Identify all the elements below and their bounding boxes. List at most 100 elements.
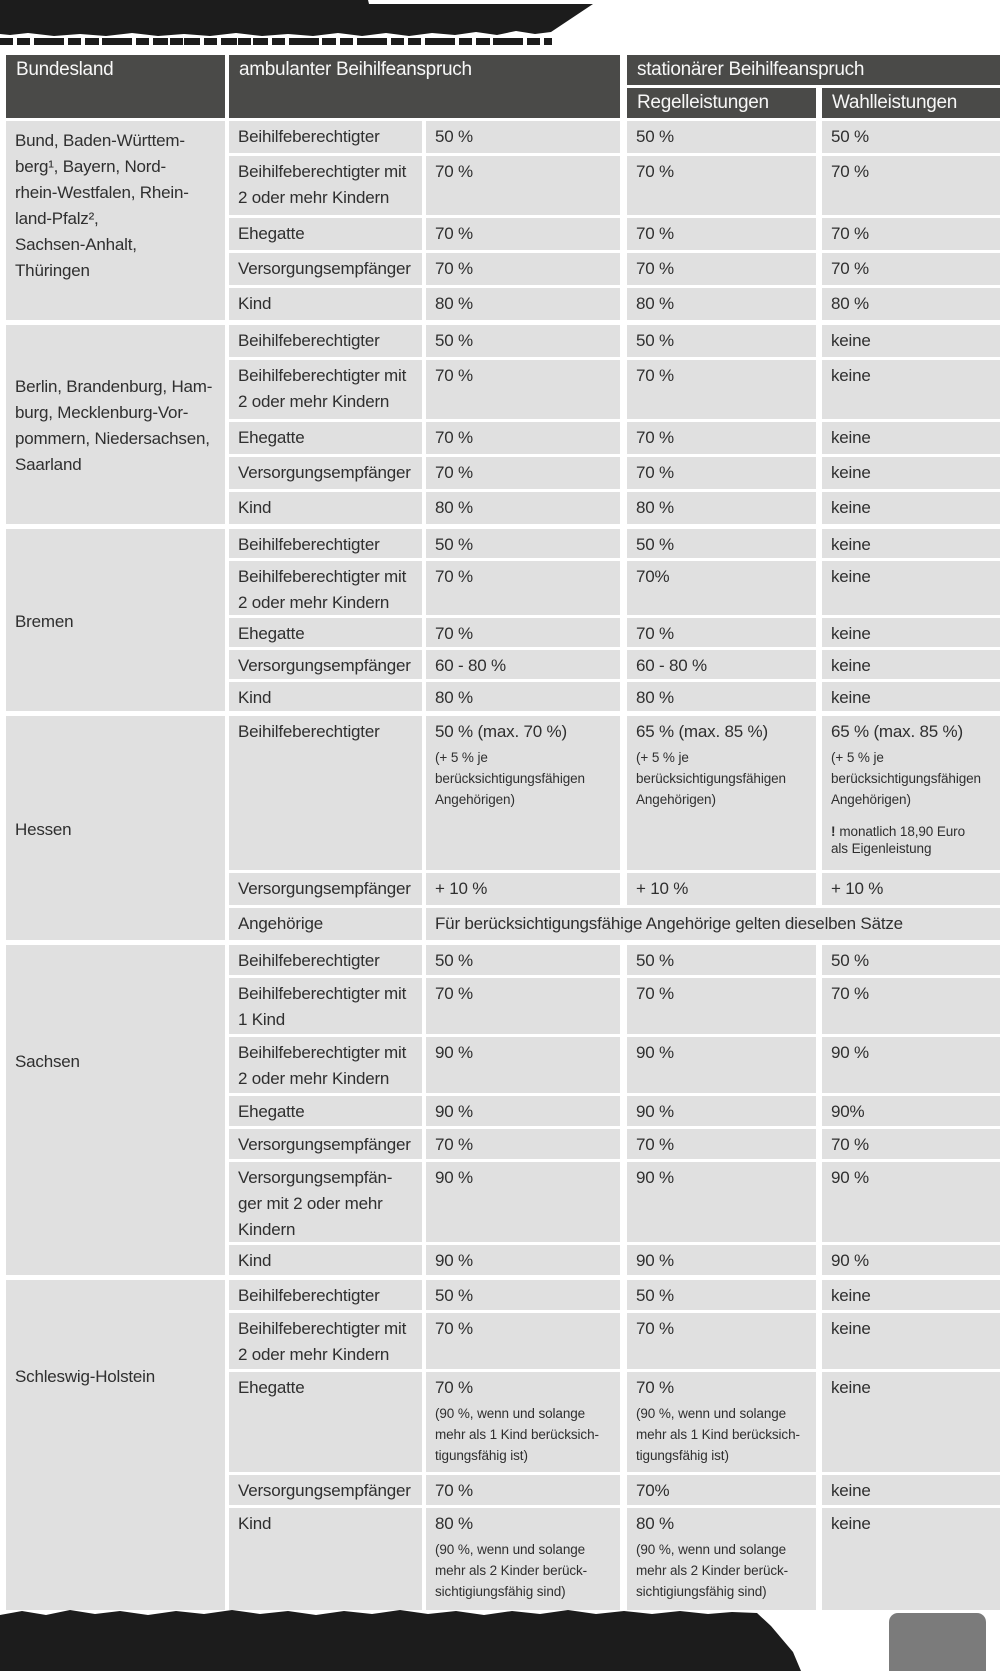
value-cell-ambulant: 50 % <box>426 529 620 558</box>
value-main: 70% <box>636 567 670 586</box>
category-label: Beihilfeberechtigter mit 2 oder mehr Kin… <box>238 366 407 411</box>
value-cell-regel: 70 % <box>627 422 816 454</box>
value-main: 90 % <box>435 1043 473 1062</box>
category-cell: Beihilfeberechtigter mit 2 oder mehr Kin… <box>229 156 422 215</box>
value-main: 70 % <box>636 624 674 643</box>
value-cell-wahl: 90 % <box>822 1245 1000 1275</box>
value-main: 90% <box>831 1102 865 1121</box>
value-cell-ambulant: 50 % (max. 70 %) (+ 5 % je berücksichtigu… <box>426 716 620 870</box>
value-main: keine <box>831 1286 871 1305</box>
value-note: (+ 5 % je berücksichtigungsfähigen Angeh… <box>831 750 981 807</box>
value-main: 70 % <box>831 162 869 181</box>
category-cell: Versorgungsempfänger <box>229 457 422 489</box>
value-main: 70 % <box>435 984 473 1003</box>
category-cell: Beihilfeberechtigter mit 2 oder mehr Kin… <box>229 1313 422 1369</box>
category-cell: Angehörige <box>229 908 422 940</box>
value-main: keine <box>831 535 871 554</box>
value-main: 70 % <box>435 1319 473 1338</box>
category-label: Beihilfeberechtigter mit 2 oder mehr Kin… <box>238 1043 407 1088</box>
value-cell-wahl: 70 % <box>822 978 1000 1034</box>
value-main: 70 % <box>435 1481 473 1500</box>
value-cell-wahl: 70 % <box>822 253 1000 285</box>
value-cell-regel: 70 % <box>627 618 816 647</box>
value-main: 70 % <box>435 463 473 482</box>
value-cell-wahl: keine <box>822 618 1000 647</box>
value-main: 60 - 80 % <box>636 656 707 675</box>
value-cell-ambulant: 50 % <box>426 121 620 153</box>
category-label: Ehegatte <box>238 624 305 643</box>
value-main: 70 % <box>435 1378 473 1397</box>
value-main: 90 % <box>435 1251 473 1270</box>
value-cell-regel: 50 % <box>627 325 816 357</box>
category-cell: Versorgungsempfänger <box>229 253 422 285</box>
value-main: 70% <box>636 1481 670 1500</box>
category-label: Beihilfeberechtigter <box>238 127 380 146</box>
value-cell-wahl: keine <box>822 1475 1000 1505</box>
value-cell-regel: 90 % <box>627 1162 816 1242</box>
value-cell-regel: 70 % <box>627 1129 816 1159</box>
value-cell-regel: 50 % <box>627 1280 816 1310</box>
value-main: 80 % <box>636 1514 674 1533</box>
value-main: 80 % <box>435 688 473 707</box>
value-cell-wahl: keine <box>822 1313 1000 1369</box>
header-stationaerer-beihilfeanspruch: stationärer Beihilfeanspruch <box>627 55 1000 85</box>
category-cell: Beihilfeberechtigter <box>229 1280 422 1310</box>
category-label: Versorgungsempfän- ger mit 2 oder mehr K… <box>238 1168 393 1239</box>
value-cell-regel: 70 % <box>627 978 816 1034</box>
value-main: 60 - 80 % <box>435 656 506 675</box>
value-cell-ambulant: 70 % <box>426 1313 620 1369</box>
bundesland-cell: Hessen <box>6 716 225 940</box>
value-main: 70 % <box>435 567 473 586</box>
category-label: Kind <box>238 294 272 313</box>
value-main: 90 % <box>435 1102 473 1121</box>
value-main: 70 % <box>636 1378 674 1397</box>
value-cell-wahl: keine <box>822 492 1000 524</box>
category-cell: Versorgungsempfänger <box>229 650 422 679</box>
category-cell: Kind <box>229 682 422 711</box>
value-cell-wahl: 90 % <box>822 1037 1000 1093</box>
value-cell-regel: 70% <box>627 1475 816 1505</box>
value-main: 90 % <box>435 1168 473 1187</box>
value-main: 90 % <box>831 1043 869 1062</box>
value-main: keine <box>831 498 871 517</box>
bundesland-cell: Bund, Baden-Württem- berg¹, Bayern, Nord… <box>6 121 225 320</box>
category-label: Versorgungsempfänger <box>238 259 411 278</box>
value-cell-regel: 90 % <box>627 1037 816 1093</box>
value-main: 70 % <box>636 224 674 243</box>
header-regelleistungen: Regelleistungen <box>627 88 816 118</box>
value-cell-regel: 80 % <box>627 492 816 524</box>
value-main: 70 % <box>636 1319 674 1338</box>
value-main: 80 % <box>435 498 473 517</box>
value-main: + 10 % <box>831 879 884 898</box>
value-main: 70 % <box>435 259 473 278</box>
header-wahlleistungen: Wahlleistungen <box>822 88 1000 118</box>
value-cell-ambulant: 50 % <box>426 945 620 975</box>
category-label: Beihilfeberechtigter mit 2 oder mehr Kin… <box>238 1319 407 1364</box>
value-main: + 10 % <box>435 879 488 898</box>
value-cell-ambulant: 50 % <box>426 1280 620 1310</box>
category-cell: Beihilfeberechtigter <box>229 325 422 357</box>
value-note: (+ 5 % je berücksichtigungsfähigen Angeh… <box>435 750 585 807</box>
value-main: 70 % <box>435 366 473 385</box>
category-label: Ehegatte <box>238 1378 305 1397</box>
category-label: Beihilfeberechtigter <box>238 722 380 741</box>
beihilfe-table: Bundesland ambulanter Beihilfeanspruch s… <box>6 55 1000 1615</box>
value-cell-regel: 70 % <box>627 156 816 215</box>
value-cell-wahl: keine <box>822 325 1000 357</box>
value-main: 70 % <box>636 162 674 181</box>
value-main: 70 % <box>435 1135 473 1154</box>
value-main: 70 % <box>831 259 869 278</box>
value-cell-ambulant: 70 % <box>426 618 620 647</box>
value-cell-ambulant: 80 % <box>426 682 620 711</box>
value-cell-ambulant: 70 % <box>426 422 620 454</box>
category-cell: Ehegatte <box>229 218 422 250</box>
value-cell-wahl: 70 % <box>822 156 1000 215</box>
value-main: keine <box>831 1319 871 1338</box>
value-main: 70 % <box>435 428 473 447</box>
value-main: 50 % (max. 70 %) <box>435 722 567 741</box>
value-cell-wahl: keine <box>822 682 1000 711</box>
value-main: keine <box>831 688 871 707</box>
value-main: 80 % <box>636 498 674 517</box>
value-cell-wahl: keine <box>822 650 1000 679</box>
value-main: 90 % <box>831 1251 869 1270</box>
